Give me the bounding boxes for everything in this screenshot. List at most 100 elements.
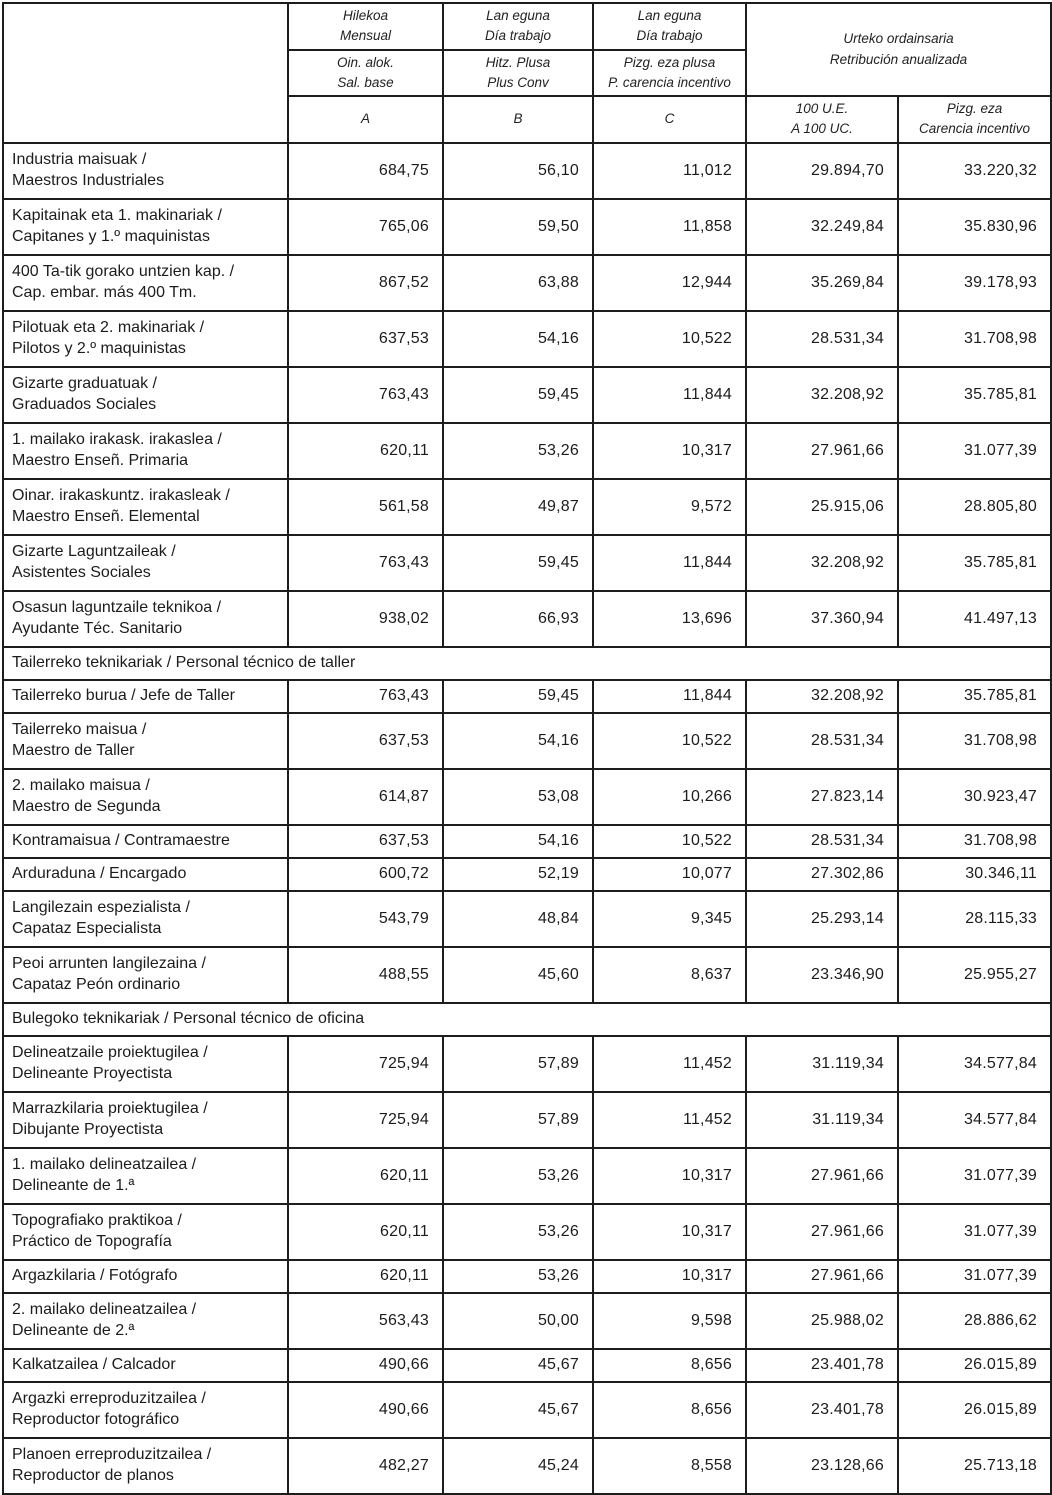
table-row: Industria maisuak / Maestros Industriales…	[2, 141, 1052, 200]
value-annual-100uc: 27.823,14	[745, 767, 899, 826]
job-title: Langilezain espezialista / Capataz Especi…	[2, 889, 289, 948]
value-annual-carencia: 31.077,39	[897, 1202, 1052, 1261]
table-row: Kontramaisua / Contramaestre 637,53 54,16 1…	[2, 823, 1052, 859]
header-line: Plus Conv	[487, 74, 549, 90]
job-title: Delineatzaile proiektugilea / Delineante …	[2, 1034, 289, 1093]
value-annual-100uc: 23.346,90	[745, 945, 899, 1004]
job-title-line2: Graduados Sociales	[12, 395, 157, 413]
job-title-line2: Asistentes Sociales	[12, 563, 151, 581]
header-col-c: C	[592, 95, 747, 144]
job-title: Kapitainak eta 1. makinariak / Capitanes …	[2, 197, 289, 256]
value-annual-carencia: 31.708,98	[897, 823, 1052, 859]
table-body: Industria maisuak / Maestros Industriales…	[2, 141, 1052, 1495]
value-plus-conv: 49,87	[442, 477, 594, 536]
section-label: Tailerreko teknikariak / Personal técnic…	[2, 645, 1052, 681]
header-workday-b: Lan eguna Día trabajo	[442, 2, 594, 51]
job-title-line2: Práctico de Topografía	[12, 1232, 172, 1250]
value-annual-100uc: 27.961,66	[745, 1146, 899, 1205]
value-carencia-plus: 10,522	[592, 823, 747, 859]
value-carencia-plus: 8,656	[592, 1347, 747, 1383]
table-row: 2. mailako maisua / Maestro de Segunda 614…	[2, 767, 1052, 826]
header-line: Hitz. Plusa	[485, 54, 551, 70]
value-salary-base: 563,43	[287, 1291, 444, 1350]
value-annual-carencia: 26.015,89	[897, 1347, 1052, 1383]
job-title: Industria maisuak / Maestros Industriales	[2, 141, 289, 200]
job-title: Planoen erreproduzitzailea / Reproductor …	[2, 1436, 289, 1495]
value-plus-conv: 53,26	[442, 1146, 594, 1205]
job-title: Argazki erreproduzitzailea / Reproductor …	[2, 1380, 289, 1439]
value-salary-base: 488,55	[287, 945, 444, 1004]
header-line: Día trabajo	[484, 28, 552, 44]
value-annual-carencia: 31.708,98	[897, 711, 1052, 770]
header-annual-100uc: 100 U.E. A 100 UC.	[745, 95, 899, 144]
table-row: Kalkatzailea / Calcador 490,66 45,67 8,656 2…	[2, 1347, 1052, 1383]
header-row-1: Hilekoa Mensual Lan eguna Día trabajo La…	[2, 2, 1052, 144]
job-title: Topografiako praktikoa / Práctico de Topo…	[2, 1202, 289, 1261]
job-title: Pilotuak eta 2. makinariak / Pilotos y 2.…	[2, 309, 289, 368]
value-salary-base: 763,43	[287, 365, 444, 424]
job-title-line1: Argazkilaria / Fotógrafo	[12, 1266, 178, 1284]
value-carencia-plus: 12,944	[592, 253, 747, 312]
job-title: Argazkilaria / Fotógrafo	[2, 1258, 289, 1294]
value-annual-100uc: 31.119,34	[745, 1034, 899, 1093]
value-salary-base: 725,94	[287, 1034, 444, 1093]
value-annual-carencia: 25.713,18	[897, 1436, 1052, 1495]
job-title-line2: Capataz Especialista	[12, 919, 162, 937]
job-title-line1: Peoi arrunten langilezaina /	[12, 955, 206, 973]
job-title-line1: Arduraduna / Encargado	[12, 864, 187, 882]
job-title-line1: Delineatzaile proiektugilea /	[12, 1044, 208, 1062]
value-plus-conv: 45,60	[442, 945, 594, 1004]
job-title: 1. mailako delineatzailea / Delineante de…	[2, 1146, 289, 1205]
value-salary-base: 637,53	[287, 711, 444, 770]
value-carencia-plus: 9,598	[592, 1291, 747, 1350]
value-salary-base: 620,11	[287, 1146, 444, 1205]
table-row: Argazkilaria / Fotógrafo 620,11 53,26 10,31…	[2, 1258, 1052, 1294]
value-salary-base: 490,66	[287, 1380, 444, 1439]
value-plus-conv: 53,26	[442, 1202, 594, 1261]
value-carencia-plus: 10,317	[592, 1258, 747, 1294]
value-annual-100uc: 32.249,84	[745, 197, 899, 256]
header-annual-carencia: Pizg. eza Carencia incentivo	[897, 95, 1052, 144]
value-annual-carencia: 34.577,84	[897, 1090, 1052, 1149]
value-salary-base: 684,75	[287, 141, 444, 200]
value-plus-conv: 54,16	[442, 823, 594, 859]
job-title-line2: Capitanes y 1.º maquinistas	[12, 227, 210, 245]
header-col-a: A	[287, 95, 444, 144]
header-line: Hilekoa	[342, 8, 389, 23]
value-plus-conv: 50,00	[442, 1291, 594, 1350]
job-title: Osasun laguntzaile teknikoa / Ayudante Té…	[2, 589, 289, 648]
table-row: Pilotuak eta 2. makinariak / Pilotos y 2.…	[2, 309, 1052, 368]
job-title-line2: Delineante de 1.ª	[12, 1176, 135, 1194]
value-plus-conv: 53,08	[442, 767, 594, 826]
table-row: Kapitainak eta 1. makinariak / Capitanes …	[2, 197, 1052, 256]
header-workday-c: Lan eguna Día trabajo	[592, 2, 747, 51]
value-plus-conv: 56,10	[442, 141, 594, 200]
job-title-line1: Pilotuak eta 2. makinariak /	[12, 319, 205, 337]
table-row: 400 Ta-tik gorako untzien kap. / Cap. emb…	[2, 253, 1052, 312]
job-title-line2: Cap. embar. más 400 Tm.	[12, 283, 197, 301]
value-plus-conv: 63,88	[442, 253, 594, 312]
job-title: Kontramaisua / Contramaestre	[2, 823, 289, 859]
job-title-line1: 1. mailako irakask. irakaslea /	[12, 431, 222, 449]
table-row: Arduraduna / Encargado 600,72 52,19 10,077 2…	[2, 856, 1052, 892]
table-row: 2. mailako delineatzailea / Delineante de…	[2, 1291, 1052, 1350]
value-annual-carencia: 35.830,96	[897, 197, 1052, 256]
job-title-line1: Tailerreko maisua /	[12, 721, 147, 739]
value-salary-base: 765,06	[287, 197, 444, 256]
value-carencia-plus: 10,317	[592, 421, 747, 480]
header-monthly: Hilekoa Mensual	[287, 2, 444, 51]
value-annual-carencia: 34.577,84	[897, 1034, 1052, 1093]
value-annual-carencia: 31.077,39	[897, 1258, 1052, 1294]
job-title-line1: Kalkatzailea / Calcador	[12, 1355, 176, 1373]
value-plus-conv: 53,26	[442, 1258, 594, 1294]
header-sub-plus: Hitz. Plusa Plus Conv	[442, 48, 594, 97]
header-sub-base: Oin. alok. Sal. base	[287, 48, 444, 97]
table-row: Delineatzaile proiektugilea / Delineante …	[2, 1034, 1052, 1093]
value-plus-conv: 57,89	[442, 1090, 594, 1149]
value-annual-100uc: 25.988,02	[745, 1291, 899, 1350]
value-annual-carencia: 41.497,13	[897, 589, 1052, 648]
value-annual-carencia: 28.886,62	[897, 1291, 1052, 1350]
value-salary-base: 763,43	[287, 678, 444, 714]
table-row: Tailerreko burua / Jefe de Taller 763,43 5…	[2, 678, 1052, 714]
value-salary-base: 725,94	[287, 1090, 444, 1149]
